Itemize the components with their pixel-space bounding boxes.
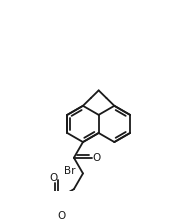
Text: O: O <box>92 153 100 163</box>
Text: Br: Br <box>64 166 75 176</box>
Text: O: O <box>57 211 66 220</box>
Text: O: O <box>50 173 58 183</box>
